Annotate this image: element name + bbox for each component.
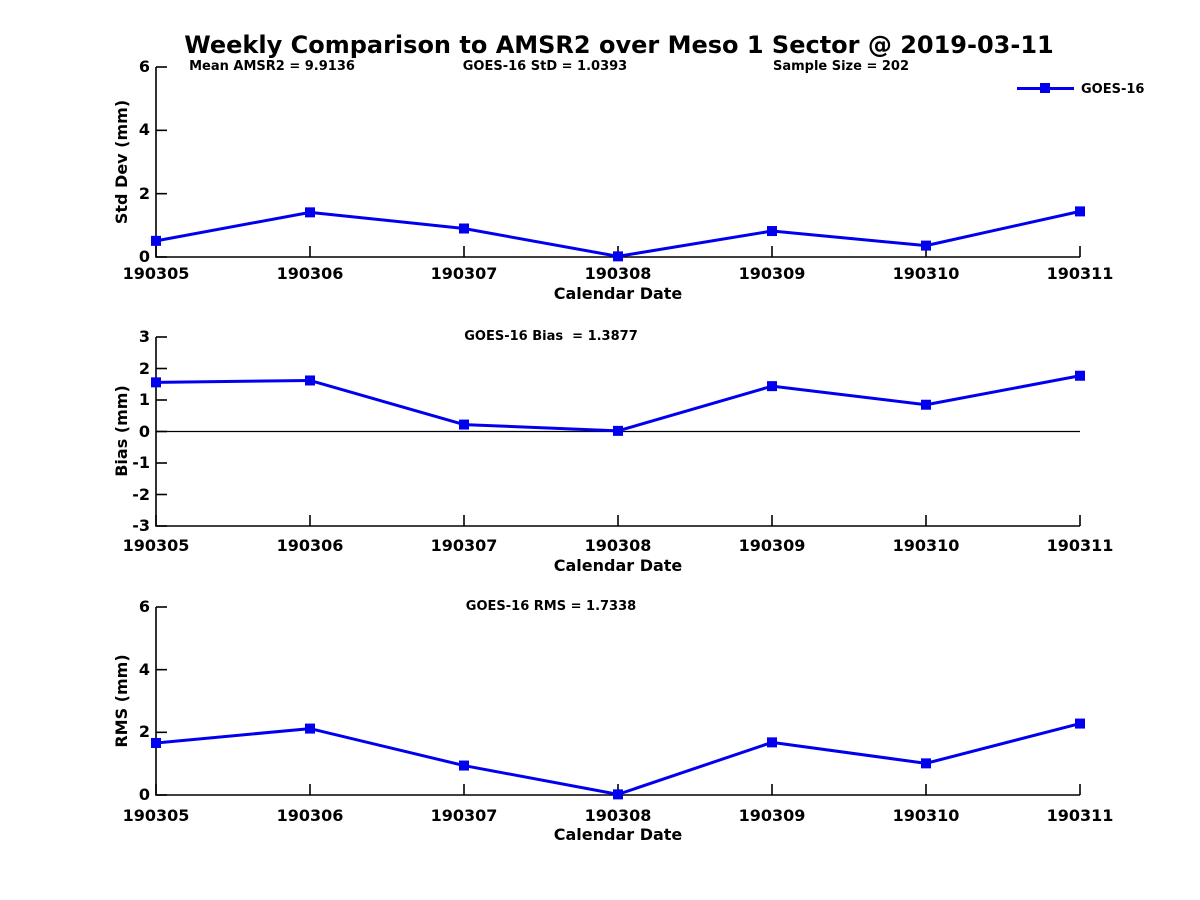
x-tick-label-rms: 190306 — [276, 806, 344, 825]
data-point-marker-std_dev — [305, 207, 315, 218]
x-tick-label-rms: 190310 — [892, 806, 960, 825]
x-tick-label-rms: 190309 — [738, 806, 806, 825]
y-tick-label-rms: 6 — [138, 597, 150, 616]
y-axis-label-std-dev: Std Dev (mm) — [112, 99, 131, 225]
rms-panel-title: GOES-16 RMS = 1.7338 — [465, 599, 637, 614]
data-point-marker-bias — [459, 419, 469, 430]
data-point-marker-std_dev — [613, 251, 623, 262]
y-tick-label-rms: 2 — [138, 722, 150, 742]
y-tick-label-std_dev: 2 — [138, 183, 150, 203]
x-tick-label-bias: 190307 — [430, 536, 498, 555]
data-point-marker-rms — [151, 737, 161, 748]
data-point-marker-std_dev — [1075, 206, 1085, 217]
y-tick-label-rms: 4 — [138, 659, 150, 679]
figure-title: Weekly Comparison to AMSR2 over Meso 1 S… — [184, 31, 1054, 59]
y-axis-label-rms: RMS (mm) — [112, 654, 131, 748]
y-tick-label-std_dev: 4 — [138, 120, 150, 140]
x-tick-label-std_dev: 190307 — [430, 264, 498, 283]
bias-panel-title: GOES-16 Bias = 1.3877 — [464, 329, 638, 344]
data-point-marker-rms — [1075, 718, 1085, 729]
data-point-marker-bias — [1075, 370, 1085, 381]
data-point-marker-rms — [305, 723, 315, 734]
x-tick-label-std_dev: 190305 — [122, 264, 190, 283]
data-point-marker-std_dev — [151, 235, 161, 246]
y-tick-label-bias: -2 — [132, 484, 150, 504]
annotation-sample-size: Sample Size = 202 — [772, 59, 910, 74]
series-line-bias — [155, 374, 1081, 433]
x-tick-label-std_dev: 190308 — [584, 264, 652, 283]
x-axis-label-calendar-date: Calendar Date — [553, 556, 683, 575]
legend-label: GOES-16 — [1081, 82, 1145, 97]
y-tick-label-bias: 3 — [138, 327, 150, 346]
x-tick-label-rms: 190311 — [1046, 806, 1114, 825]
x-tick-label-bias: 190308 — [584, 536, 652, 555]
data-point-marker-std_dev — [767, 226, 777, 237]
data-point-marker-bias — [151, 377, 161, 388]
x-tick-label-std_dev: 190310 — [892, 264, 960, 283]
y-tick-label-rms: 0 — [138, 785, 150, 804]
y-tick-label-bias: 1 — [138, 390, 150, 409]
data-point-marker-bias — [767, 381, 777, 392]
x-tick-label-rms: 190307 — [430, 806, 498, 825]
data-point-marker-rms — [921, 758, 931, 769]
annotation-mean-amsr2: Mean AMSR2 = 9.9136 — [189, 59, 355, 74]
data-point-marker-bias — [921, 399, 931, 410]
x-axis-label-calendar-date: Calendar Date — [553, 284, 683, 303]
x-tick-label-std_dev: 190309 — [738, 264, 806, 283]
series-line-rms — [155, 722, 1081, 796]
x-tick-label-rms: 190305 — [122, 806, 190, 825]
data-point-marker-bias — [305, 375, 315, 386]
x-tick-label-bias: 190305 — [122, 536, 190, 555]
y-tick-label-bias: 2 — [138, 358, 150, 378]
data-point-marker-rms — [767, 737, 777, 748]
x-tick-label-bias: 190306 — [276, 536, 344, 555]
x-tick-label-bias: 190311 — [1046, 536, 1114, 555]
x-tick-label-std_dev: 190311 — [1046, 264, 1114, 283]
y-tick-label-bias: -1 — [132, 453, 150, 472]
axes-rms — [155, 607, 1080, 796]
axes-std_dev — [155, 67, 1080, 258]
data-point-marker-rms — [613, 789, 623, 800]
y-tick-label-bias: -3 — [132, 516, 150, 535]
legend-square-marker-icon — [1040, 83, 1050, 93]
data-point-marker-std_dev — [921, 240, 931, 251]
y-tick-label-std_dev: 6 — [138, 57, 150, 76]
y-tick-label-bias: 0 — [138, 421, 150, 441]
x-axis-label-calendar-date: Calendar Date — [553, 825, 683, 844]
data-point-marker-rms — [459, 760, 469, 771]
x-tick-label-std_dev: 190306 — [276, 264, 344, 283]
annotation-goes16-std: GOES-16 StD = 1.0393 — [462, 59, 628, 74]
x-tick-label-bias: 190310 — [892, 536, 960, 555]
x-tick-label-rms: 190308 — [584, 806, 652, 825]
y-tick-label-std_dev: 0 — [138, 247, 150, 266]
data-point-marker-std_dev — [459, 223, 469, 234]
x-tick-label-bias: 190309 — [738, 536, 806, 555]
data-point-marker-bias — [613, 425, 623, 436]
